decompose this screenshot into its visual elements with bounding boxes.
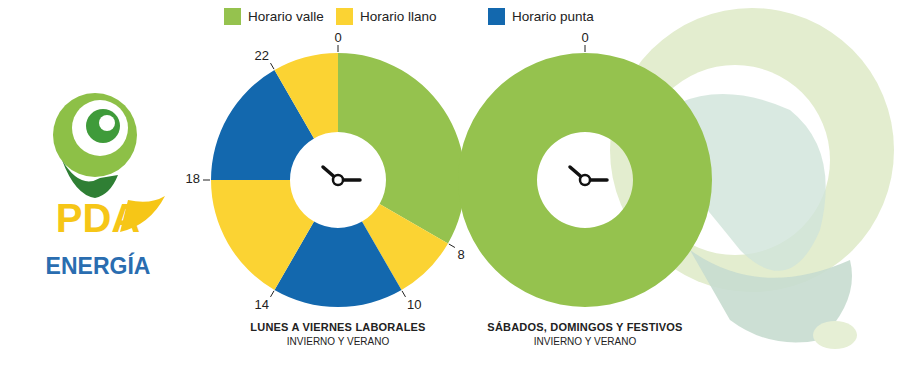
html-text:SÁBADOS, DOMINGOS Y FESTIVOS: SÁBADOS, DOMINGOS Y FESTIVOS [487, 321, 683, 333]
html-text:INVIERNO Y VERANO: INVIERNO Y VERANO [286, 336, 390, 347]
html-text:Horario llano: Horario llano [360, 9, 437, 24]
svg-text:8: 8 [458, 247, 465, 262]
svg-text:14: 14 [255, 297, 269, 312]
html-text:Horario punta: Horario punta [512, 9, 594, 24]
html-text:INVIERNO Y VERANO: INVIERNO Y VERANO [533, 336, 637, 347]
svg-text:10: 10 [407, 297, 421, 312]
svg-text:22: 22 [255, 48, 269, 63]
svg-text:PDA: PDA [56, 196, 140, 240]
html-text:LUNES A VIERNES LABORALES: LUNES A VIERNES LABORALES [250, 321, 426, 333]
svg-text:18: 18 [186, 171, 200, 186]
svg-text:ENERGÍA: ENERGÍA [46, 252, 151, 279]
svg-text:0: 0 [581, 30, 588, 45]
html-text:Horario valle: Horario valle [248, 9, 324, 24]
svg-text:0: 0 [334, 30, 341, 45]
